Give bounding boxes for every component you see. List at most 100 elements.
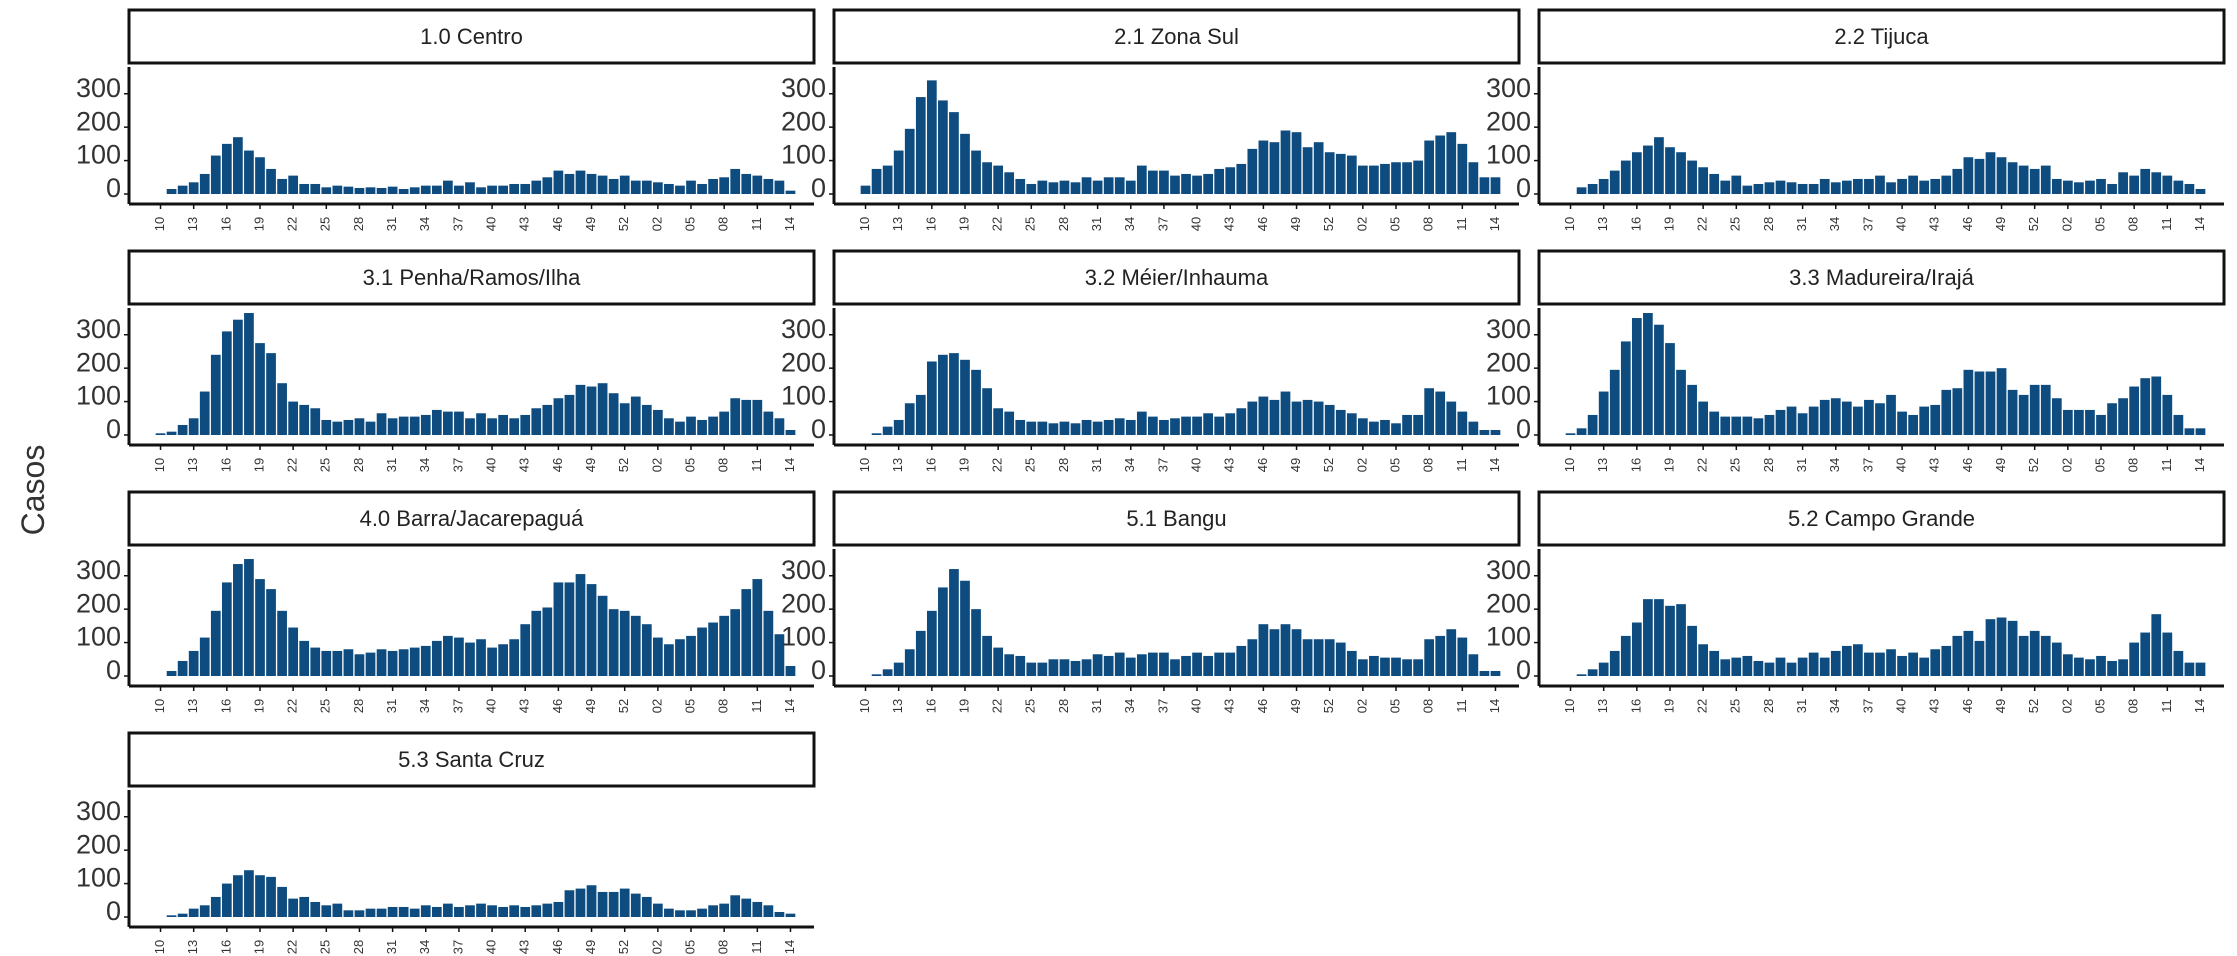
- x-tick-label: 16: [218, 458, 233, 472]
- bar: [641, 896, 652, 917]
- bar: [1897, 655, 1907, 676]
- bar: [498, 906, 508, 917]
- bar: [188, 908, 199, 917]
- x-tick-label: 40: [1894, 699, 1909, 713]
- x-tick-label: 49: [1993, 217, 2008, 231]
- x-tick-label: 05: [682, 940, 697, 954]
- bar: [664, 908, 674, 917]
- bar: [299, 640, 310, 676]
- bar: [586, 173, 597, 194]
- x-tick-label: 05: [1387, 458, 1402, 472]
- bar: [1148, 416, 1158, 435]
- bar: [949, 112, 959, 194]
- bar: [376, 649, 387, 676]
- x-tick-label: 16: [923, 458, 938, 472]
- bar: [332, 903, 343, 917]
- bar: [2029, 168, 2040, 194]
- bar: [233, 564, 243, 676]
- bar: [188, 418, 199, 435]
- y-tick-label: 100: [781, 622, 826, 652]
- bar: [354, 654, 365, 676]
- bar: [1698, 167, 1709, 194]
- x-tick-label: 19: [1661, 217, 1676, 231]
- bar: [641, 404, 652, 435]
- x-tick-label: 08: [716, 940, 731, 954]
- bar: [1654, 324, 1664, 435]
- x-tick-label: 05: [682, 217, 697, 231]
- bar: [1037, 662, 1048, 676]
- bar: [1731, 175, 1742, 194]
- y-tick-label: 0: [106, 655, 121, 685]
- bar: [266, 168, 276, 194]
- bar: [1435, 391, 1446, 435]
- bar: [1369, 165, 1379, 194]
- bar: [1941, 175, 1952, 194]
- bar: [926, 361, 937, 435]
- bar: [1291, 132, 1302, 194]
- bar: [730, 168, 741, 194]
- bar: [2195, 428, 2206, 435]
- x-tick-label: 34: [1827, 699, 1842, 713]
- strip-box: [1537, 249, 2226, 306]
- bar: [266, 353, 276, 435]
- bar: [1576, 187, 1587, 194]
- x-tick-label: 08: [2126, 217, 2141, 231]
- bar: [982, 635, 992, 676]
- x-tick-label: 49: [583, 217, 598, 231]
- bar: [376, 908, 387, 917]
- bar: [1742, 416, 1753, 435]
- bar: [553, 582, 564, 676]
- bar: [332, 185, 343, 194]
- strip-box: [1537, 8, 2226, 65]
- bar: [871, 433, 882, 435]
- bar: [365, 652, 376, 676]
- x-tick-label: 05: [2092, 458, 2107, 472]
- bar: [1236, 163, 1247, 194]
- bar: [233, 319, 243, 435]
- y-tick-label: 200: [781, 588, 826, 618]
- bar: [2140, 378, 2151, 435]
- bar: [288, 401, 299, 435]
- y-tick-label: 200: [1486, 588, 1531, 618]
- bar: [1819, 178, 1830, 194]
- bar: [233, 137, 243, 194]
- bar: [2051, 642, 2062, 676]
- bar: [277, 610, 287, 676]
- bar: [763, 178, 774, 194]
- y-tick-label: 0: [1516, 173, 1531, 203]
- bar: [1048, 423, 1059, 435]
- bar: [697, 908, 707, 917]
- bar: [1457, 411, 1468, 435]
- x-tick-label: 08: [716, 699, 731, 713]
- bar: [1709, 650, 1720, 676]
- x-tick-label: 11: [1454, 699, 1469, 713]
- bar: [564, 890, 575, 917]
- x-tick-label: 31: [1794, 458, 1809, 472]
- bar: [1886, 182, 1896, 194]
- x-tick-label: 02: [649, 940, 664, 954]
- bar: [1192, 175, 1202, 194]
- bar: [882, 669, 893, 676]
- bar: [741, 589, 752, 676]
- x-tick-label: 02: [649, 699, 664, 713]
- bar: [1764, 182, 1775, 194]
- bar: [652, 637, 663, 676]
- bar: [1015, 655, 1026, 676]
- x-tick-label: 14: [2192, 458, 2207, 472]
- bar: [509, 639, 520, 676]
- x-tick-label: 28: [1056, 699, 1071, 713]
- bar: [1676, 152, 1686, 194]
- x-tick-label: 22: [990, 699, 1005, 713]
- bar: [1446, 132, 1457, 194]
- x-tick-label: 05: [1387, 699, 1402, 713]
- bar: [1985, 619, 1996, 676]
- x-tick-label: 31: [384, 699, 399, 713]
- x-tick-label: 11: [1454, 217, 1469, 231]
- bar: [1313, 142, 1324, 194]
- y-tick-label: 300: [76, 73, 121, 103]
- x-tick-label: 11: [749, 458, 764, 472]
- x-tick-label: 52: [1321, 217, 1336, 231]
- bar: [1830, 650, 1841, 676]
- bar: [1247, 148, 1258, 194]
